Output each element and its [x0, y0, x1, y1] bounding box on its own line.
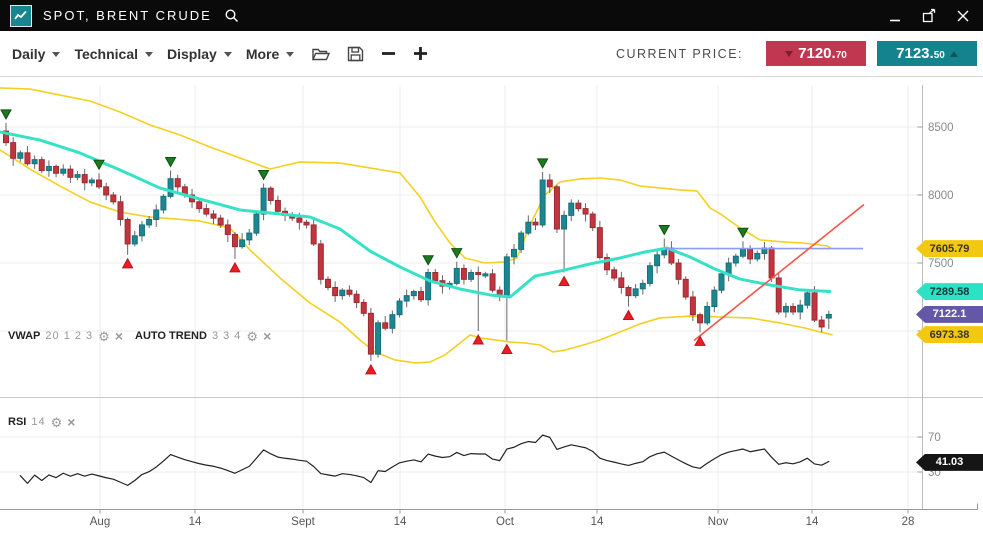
svg-text:7500: 7500 — [928, 258, 954, 270]
axes — [0, 85, 983, 514]
sell-signal-icon — [0, 109, 12, 120]
price-tag: 7289.58 — [916, 283, 983, 301]
sell-signal-icon — [93, 159, 105, 171]
ask-price-main: 7123. — [896, 45, 934, 62]
svg-text:28: 28 — [902, 516, 915, 528]
window-controls — [887, 8, 971, 24]
sell-signal-icon — [658, 225, 671, 236]
svg-text:Sept: Sept — [291, 516, 315, 528]
svg-text:70: 70 — [928, 432, 941, 444]
rsi-indicator-label: RSI 14 ⚙ × — [8, 415, 75, 429]
open-folder-icon[interactable] — [311, 46, 331, 62]
main-panel-indicator-labels: VWAP 20 1 2 3 ⚙ × AUTO TREND 3 3 4 ⚙ × — [8, 329, 271, 343]
window-title: SPOT, BRENT CRUDE — [43, 8, 212, 23]
menu-display[interactable]: Display — [167, 46, 232, 62]
buy-signal-icon — [694, 335, 706, 346]
vwap-indicator-label: VWAP 20 1 2 3 ⚙ × — [8, 329, 123, 343]
signal-markers — [0, 109, 749, 375]
remove-vwap-icon[interactable]: × — [114, 328, 124, 344]
grid-lines — [0, 85, 923, 510]
price-tag: 41.03 — [916, 453, 983, 471]
rsi-name: RSI — [8, 416, 27, 428]
buy-signal-icon — [229, 261, 241, 273]
save-icon[interactable] — [347, 46, 364, 62]
rsi-params: 14 — [31, 416, 46, 428]
chevron-down-icon — [145, 52, 154, 57]
buy-signal-icon — [558, 275, 570, 287]
price-tag: 7605.79 — [916, 240, 983, 258]
svg-text:14: 14 — [189, 516, 202, 528]
autotrend-params: 3 3 4 — [211, 330, 242, 342]
buy-signal-icon — [501, 343, 513, 355]
svg-text:14: 14 — [806, 516, 819, 528]
autotrend-name: AUTO TREND — [135, 330, 207, 342]
bid-price-decimals: 70 — [835, 50, 847, 61]
ask-price-decimals: 50 — [933, 50, 945, 61]
sell-signal-icon — [536, 158, 549, 169]
buy-signal-icon — [365, 363, 377, 375]
gear-icon[interactable]: ⚙ — [246, 328, 259, 344]
arrow-down-icon — [785, 50, 794, 57]
rsi-line — [19, 434, 830, 486]
autotrend-indicator-label: AUTO TREND 3 3 4 ⚙ × — [135, 329, 271, 343]
buy-signal-icon — [121, 257, 134, 269]
remove-autotrend-icon[interactable]: × — [263, 328, 272, 344]
buy-signal-icon — [622, 309, 635, 321]
trend-line — [693, 203, 865, 342]
menu-more[interactable]: More — [245, 45, 295, 62]
price-tag: 7122.1 — [916, 305, 983, 323]
current-price-label: CURRENT PRICE: — [615, 46, 743, 61]
gear-icon[interactable]: ⚙ — [98, 328, 110, 344]
sell-signal-icon — [164, 157, 177, 168]
price-tag: 6973.38 — [916, 326, 983, 344]
current-price-group: CURRENT PRICE: 7120. 70 7123. 50 — [616, 41, 977, 66]
vwap-line — [0, 130, 832, 299]
svg-text:8000: 8000 — [928, 190, 954, 202]
menu-display-label: Display — [167, 45, 217, 62]
search-icon[interactable] — [224, 8, 240, 24]
svg-text:8500: 8500 — [928, 122, 954, 134]
close-icon[interactable] — [955, 8, 971, 24]
bid-price-badge: 7120. 70 — [766, 41, 866, 66]
vwap-name: VWAP — [8, 330, 41, 342]
bid-price-main: 7120. — [798, 45, 836, 62]
minimize-icon[interactable] — [887, 8, 903, 24]
sell-signal-icon — [737, 227, 749, 239]
svg-text:Aug: Aug — [90, 516, 110, 528]
sell-signal-icon — [422, 255, 434, 266]
vwap-params: 20 1 2 3 — [45, 330, 94, 342]
zoom-out-icon[interactable] — [381, 46, 396, 61]
rsi-panel-indicator-label: RSI 14 ⚙ × — [8, 415, 75, 429]
menu-more-label: More — [245, 45, 280, 62]
restore-icon[interactable] — [921, 8, 937, 24]
menu-technical-label: Technical — [74, 45, 139, 62]
arrow-up-icon — [949, 50, 958, 57]
buy-signal-icon — [472, 333, 485, 345]
svg-text:14: 14 — [394, 516, 407, 528]
menu-daily[interactable]: Daily — [12, 45, 61, 62]
zoom-in-icon[interactable] — [413, 46, 428, 61]
gear-icon[interactable]: ⚙ — [50, 414, 63, 430]
svg-text:14: 14 — [591, 516, 604, 528]
svg-text:Nov: Nov — [708, 516, 729, 528]
remove-rsi-icon[interactable]: × — [67, 414, 76, 430]
toolbar: Daily Technical Display More CUR — [0, 31, 983, 77]
chart-line-icon — [10, 4, 32, 27]
candlestick-layer — [3, 122, 832, 361]
chevron-down-icon — [223, 52, 232, 57]
chevron-down-icon — [286, 52, 295, 57]
menu-technical[interactable]: Technical — [74, 45, 154, 62]
menu-daily-label: Daily — [12, 45, 46, 62]
ask-price-badge: 7123. 50 — [877, 41, 977, 66]
sell-signal-icon — [257, 169, 270, 181]
sell-signal-icon — [450, 248, 463, 259]
svg-text:Oct: Oct — [496, 516, 515, 528]
title-bar: SPOT, BRENT CRUDE — [0, 0, 983, 31]
chevron-down-icon — [52, 52, 61, 57]
